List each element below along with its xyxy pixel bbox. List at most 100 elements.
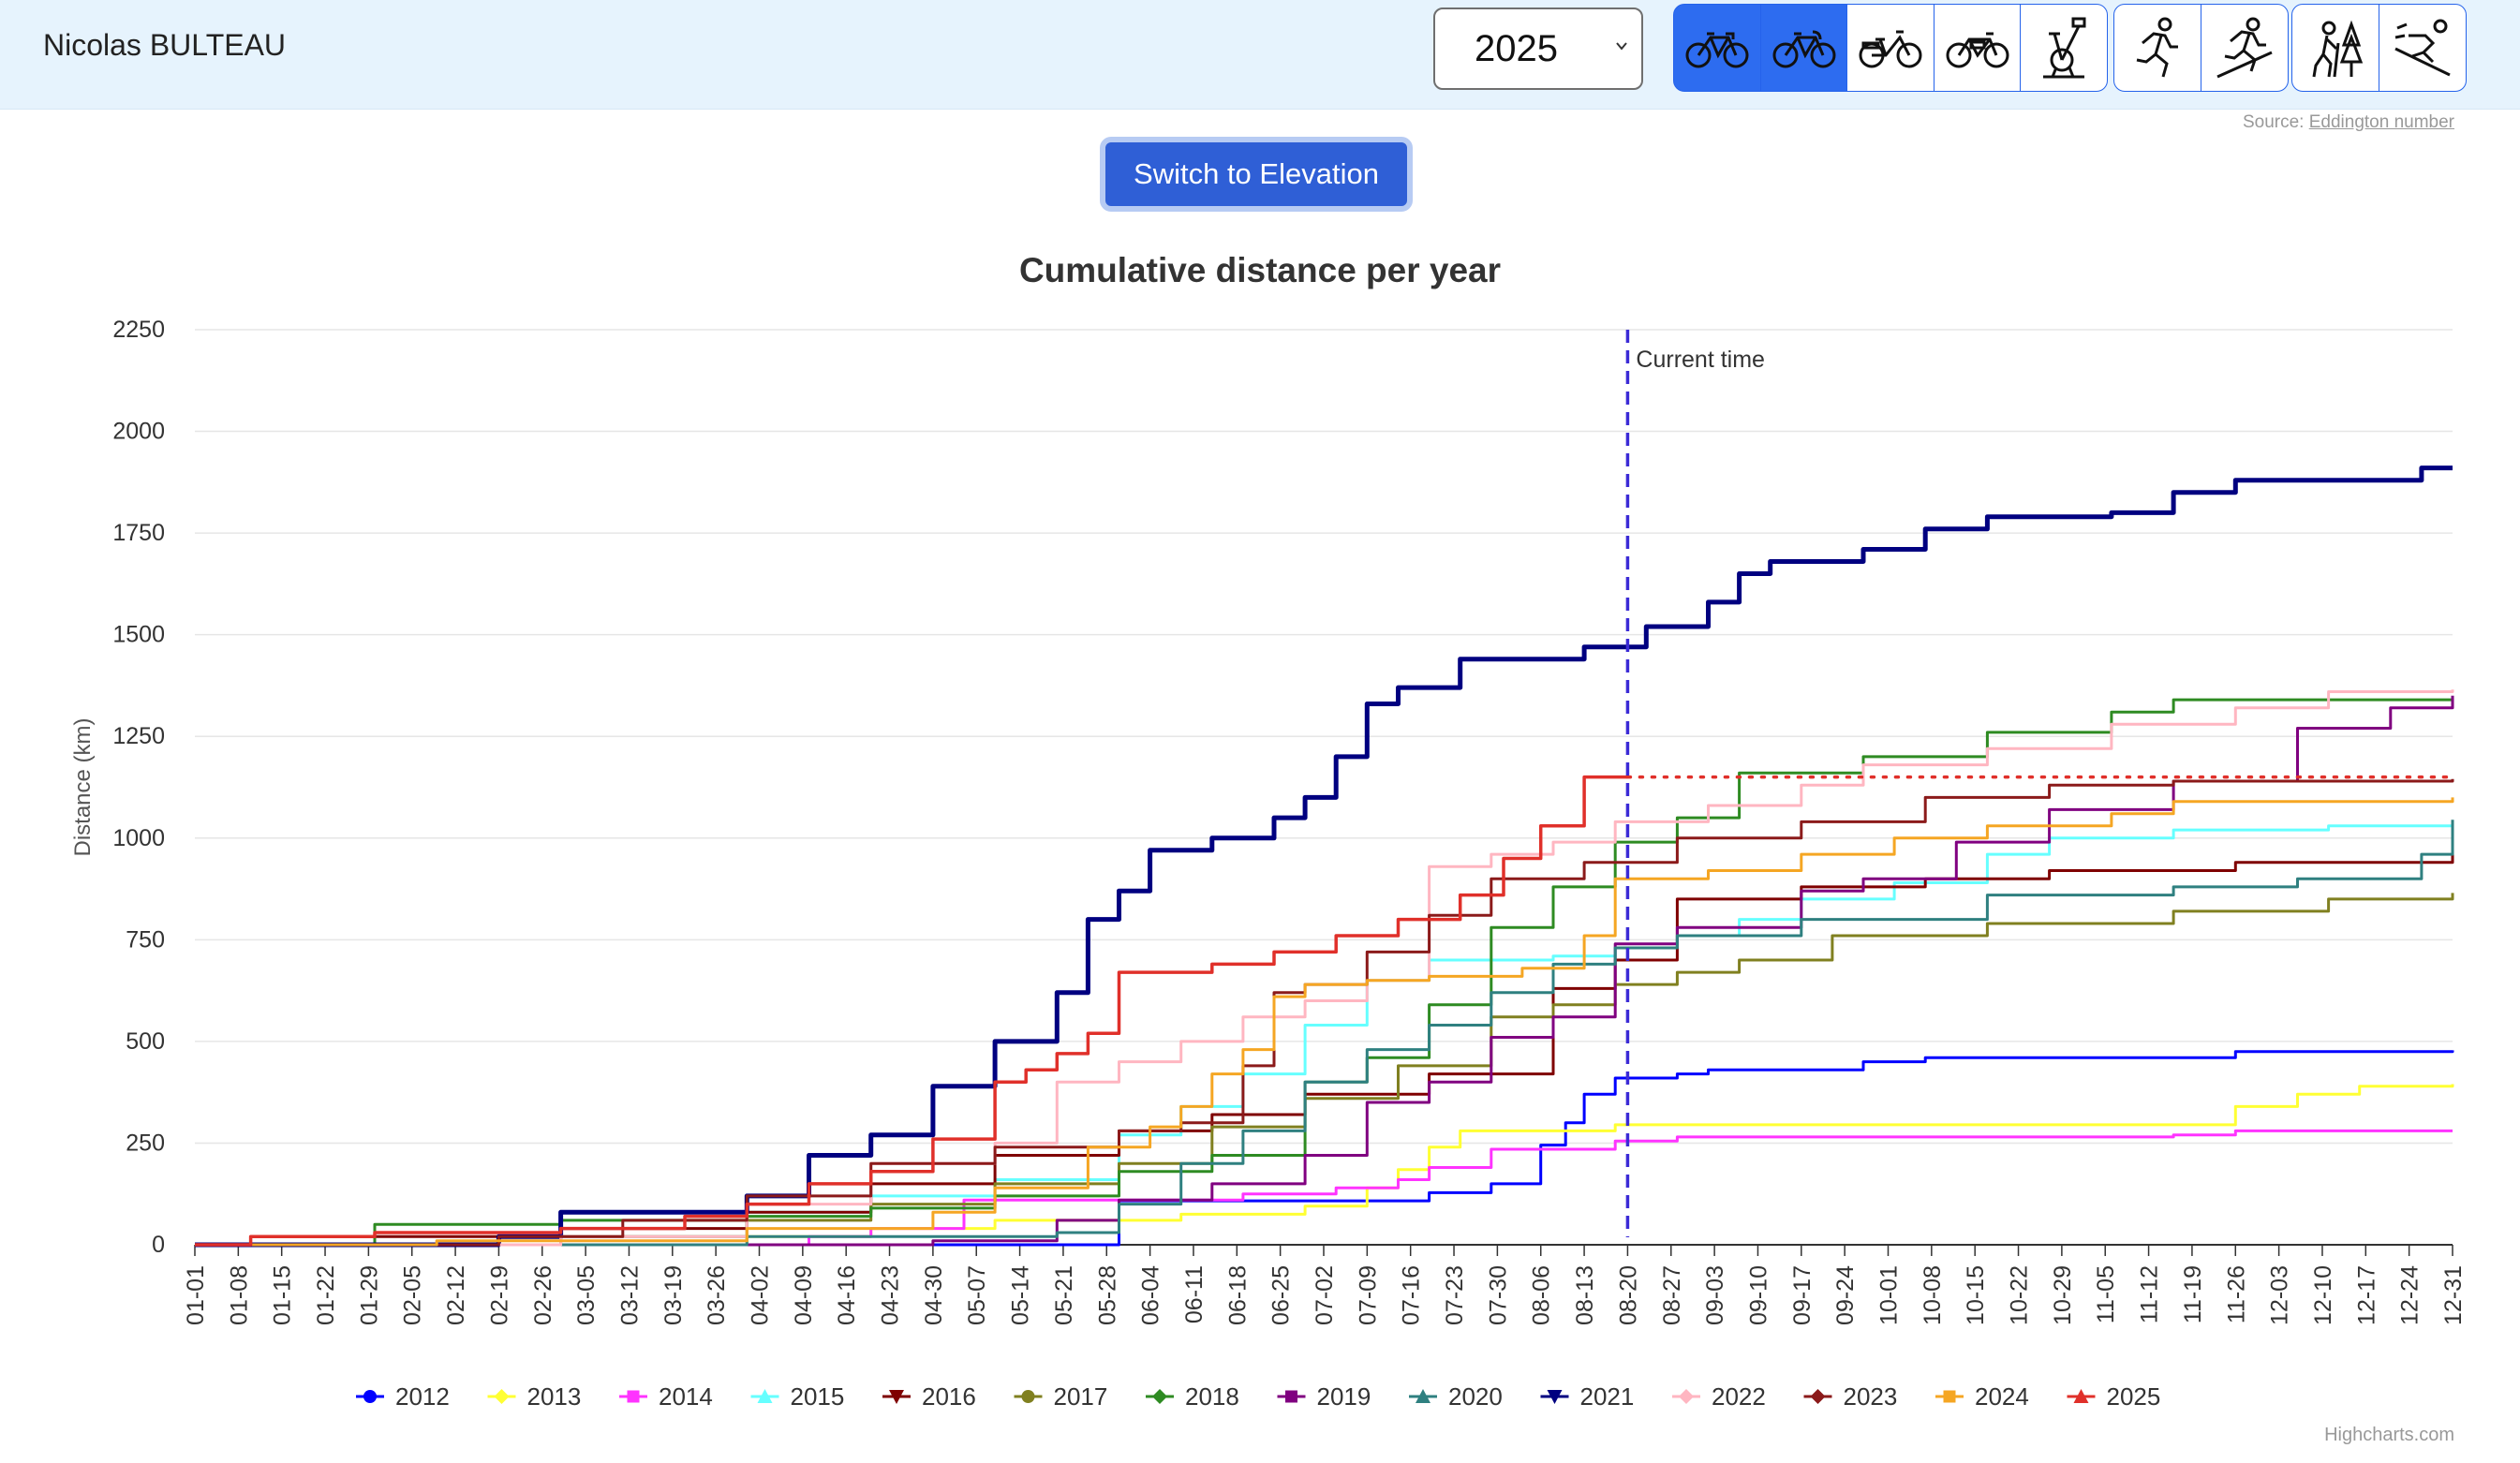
y-tick-label: 2250 [112,317,165,343]
legend-label: 2019 [1317,1382,1371,1411]
legend-marker [1547,1390,1563,1404]
legend-label: 2024 [1975,1382,2029,1411]
run-icon [2136,17,2178,78]
x-tick-label: 10-15 [1963,1265,1989,1325]
stationary-bike-icon [2043,17,2086,79]
user-name: Nicolas BULTEAU [43,28,287,62]
road-bike-2-button[interactable] [1759,4,1848,92]
legend-item-2016[interactable]: 2016 [882,1382,976,1411]
x-tick-label: 09-03 [1702,1265,1728,1325]
legend-label: 2020 [1448,1382,1503,1411]
legend-item-2012[interactable]: 2012 [356,1382,450,1411]
x-tick-label: 04-30 [921,1265,947,1325]
x-tick-label: 06-04 [1138,1265,1164,1325]
year-select[interactable]: 2025 [1433,7,1643,90]
legend-marker [1285,1390,1297,1403]
legend-marker [1416,1389,1430,1403]
stationary-bike-button[interactable] [2020,4,2108,92]
legend-label: 2021 [1580,1382,1635,1411]
x-tick-label: 12-24 [2397,1265,2424,1325]
chevron-down-icon [1616,42,1627,51]
x-tick-label: 02-26 [530,1265,556,1325]
series-line-2024 [195,797,2454,1247]
x-tick-label: 03-26 [704,1265,730,1325]
y-tick-label: 1500 [112,622,165,648]
legend-item-2013[interactable]: 2013 [487,1382,582,1411]
cycling-sport-group [1673,4,2108,92]
x-tick-label: 01-15 [270,1265,296,1325]
x-tick-label: 05-07 [964,1265,990,1325]
x-tick-label: 09-10 [1745,1265,1771,1325]
x-tick-label: 03-12 [616,1265,643,1325]
trail-run-icon [2216,17,2273,79]
legend-item-2021[interactable]: 2021 [1540,1382,1635,1411]
x-tick-label: 11-05 [2093,1265,2119,1323]
legend-label: 2022 [1712,1382,1766,1411]
x-tick-label: 09-24 [1832,1265,1859,1325]
x-tick-label: 04-02 [748,1265,774,1325]
x-tick-label: 01-01 [183,1265,209,1325]
source-note: Source: Eddington number [2243,112,2454,133]
legend-item-2017[interactable]: 2017 [1014,1382,1108,1411]
legend-item-2023[interactable]: 2023 [1803,1382,1898,1411]
x-tick-label: 08-06 [1529,1265,1555,1325]
x-tick-label: 05-21 [1051,1265,1077,1325]
legend-label: 2013 [527,1382,582,1411]
series-line-2019 [195,695,2454,1247]
x-tick-label: 07-02 [1312,1265,1338,1325]
ebike-button[interactable] [1933,4,2022,92]
hike-icon [2312,20,2364,78]
trail-run-button[interactable] [2200,4,2289,92]
series-line-2025 [195,775,1628,1247]
legend-label: 2015 [791,1382,845,1411]
series-line-2013 [195,1084,2454,1247]
x-tick-label: 07-16 [1399,1265,1425,1325]
series-line-2021 [195,466,2453,1248]
legend-marker [627,1390,640,1403]
legend-label: 2025 [2107,1382,2161,1411]
highcharts-credits[interactable]: Highcharts.com [2324,1425,2454,1445]
legend-marker [363,1390,377,1403]
road-bike-button[interactable] [1673,4,1761,92]
x-tick-label: 10-29 [2050,1265,2076,1325]
legend-marker [1810,1389,1826,1404]
x-tick-label: 07-23 [1442,1265,1468,1325]
x-tick-label: 04-23 [878,1265,904,1325]
x-tick-label: 07-30 [1485,1265,1511,1325]
legend-item-2025[interactable]: 2025 [2067,1382,2161,1411]
legend-item-2024[interactable]: 2024 [1935,1382,2029,1411]
series-line-2022 [195,689,2454,1247]
y-tick-label: 250 [126,1130,165,1156]
year-select-value: 2025 [1475,27,1558,69]
y-tick-label: 1000 [112,825,165,851]
source-prefix: Source: [2242,112,2309,132]
legend-label: 2023 [1844,1382,1898,1411]
x-tick-label: 06-11 [1181,1265,1208,1323]
x-tick-label: 12-17 [2353,1265,2379,1325]
legend-item-2018[interactable]: 2018 [1146,1382,1239,1411]
city-bike-button[interactable] [1846,4,1934,92]
eddington-link[interactable]: Eddington number [2308,112,2454,132]
y-tick-label: 1750 [112,520,165,546]
y-tick-label: 0 [152,1232,165,1258]
x-tick-label: 01-08 [226,1265,252,1325]
x-tick-label: 11-12 [2137,1265,2163,1323]
legend-item-2022[interactable]: 2022 [1672,1382,1766,1411]
x-tick-label: 01-29 [356,1265,382,1325]
x-tick-label: 12-03 [2267,1265,2293,1325]
y-tick-label: 750 [126,926,165,953]
x-tick-label: 08-27 [1659,1265,1685,1325]
legend-item-2020[interactable]: 2020 [1409,1382,1503,1411]
ski-button[interactable] [2378,4,2467,92]
hike-button[interactable] [2291,4,2379,92]
x-tick-label: 01-22 [313,1265,339,1325]
current-time-label: Current time [1636,347,1765,373]
series-line-2023 [195,778,2454,1247]
legend-item-2014[interactable]: 2014 [619,1382,713,1411]
y-tick-label: 2000 [112,419,165,445]
legend-item-2015[interactable]: 2015 [750,1382,845,1411]
road-bike-icon [1685,32,1749,68]
switch-to-elevation-button[interactable]: Switch to Elevation [1100,137,1413,212]
x-tick-label: 02-19 [486,1265,512,1325]
legend-item-2019[interactable]: 2019 [1277,1382,1371,1411]
